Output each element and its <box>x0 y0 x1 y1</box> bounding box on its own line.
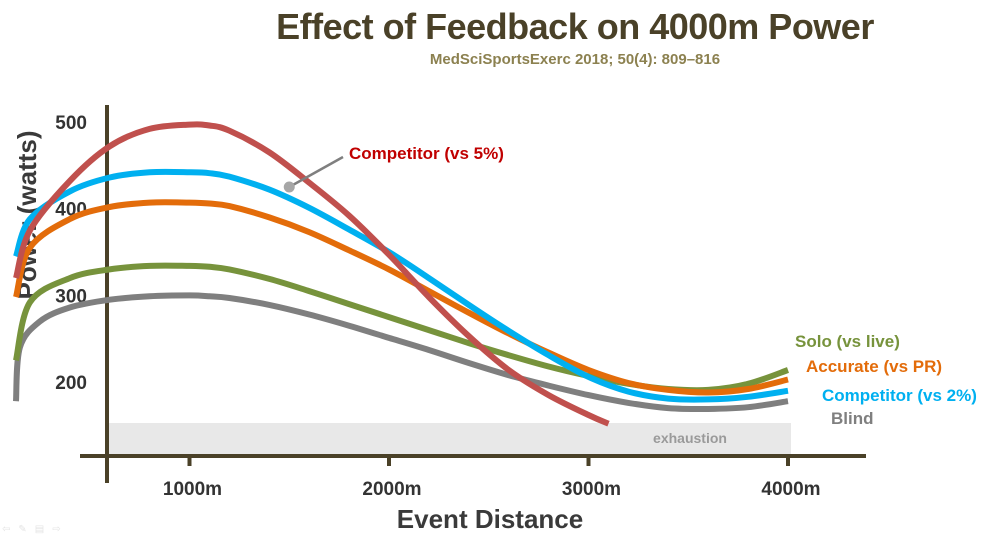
series-solo <box>13 262 790 394</box>
menu-icon[interactable]: ▤ <box>34 524 45 535</box>
x-tick-label: 4000m <box>761 479 820 500</box>
label-blind: Blind <box>831 409 874 428</box>
label-accurate: Accurate (vs PR) <box>806 357 942 376</box>
x-tick-label: 1000m <box>163 479 222 500</box>
series-accurate <box>13 199 789 396</box>
series-blind <box>13 292 789 413</box>
label-competitor-2: Competitor (vs 2%) <box>822 386 977 405</box>
annotation-marker <box>283 181 295 193</box>
series-competitor-2 <box>13 168 789 403</box>
exhaustion-label: exhaustion <box>653 430 727 446</box>
chart-title: Effect of Feedback on 4000m Power <box>276 6 874 47</box>
x-ticks: 1000m 2000m 3000m 4000m <box>163 456 821 500</box>
y-tick-label: 200 <box>55 373 87 394</box>
x-tick-label: 3000m <box>562 479 621 500</box>
series-labels: Solo (vs live) Accurate (vs PR) Competit… <box>795 332 977 428</box>
next-arrow-icon[interactable]: ⇨ <box>52 524 61 535</box>
y-tick-label: 500 <box>55 113 87 134</box>
annotation-leader-line <box>288 155 344 189</box>
x-tick-label: 2000m <box>362 479 421 500</box>
series-lines <box>13 121 790 427</box>
prev-arrow-icon[interactable]: ⇦ <box>2 524 11 535</box>
x-axis-title: Event Distance <box>397 504 583 534</box>
chart-subtitle: MedSciSportsExerc 2018; 50(4): 809–816 <box>429 51 721 68</box>
annotation-label-competitor-5: Competitor (vs 5%) <box>349 144 504 163</box>
pen-icon[interactable]: ✎ <box>18 524 27 535</box>
exhaustion-band-group: exhaustion <box>109 423 791 454</box>
slide-controls: ⇦ ✎ ▤ ⇨ <box>0 524 61 535</box>
label-solo: Solo (vs live) <box>795 332 900 351</box>
annotation: Competitor (vs 5%) <box>283 144 504 193</box>
series-competitor-5 <box>13 121 610 427</box>
axes <box>80 105 866 483</box>
exhaustion-band <box>109 423 791 454</box>
